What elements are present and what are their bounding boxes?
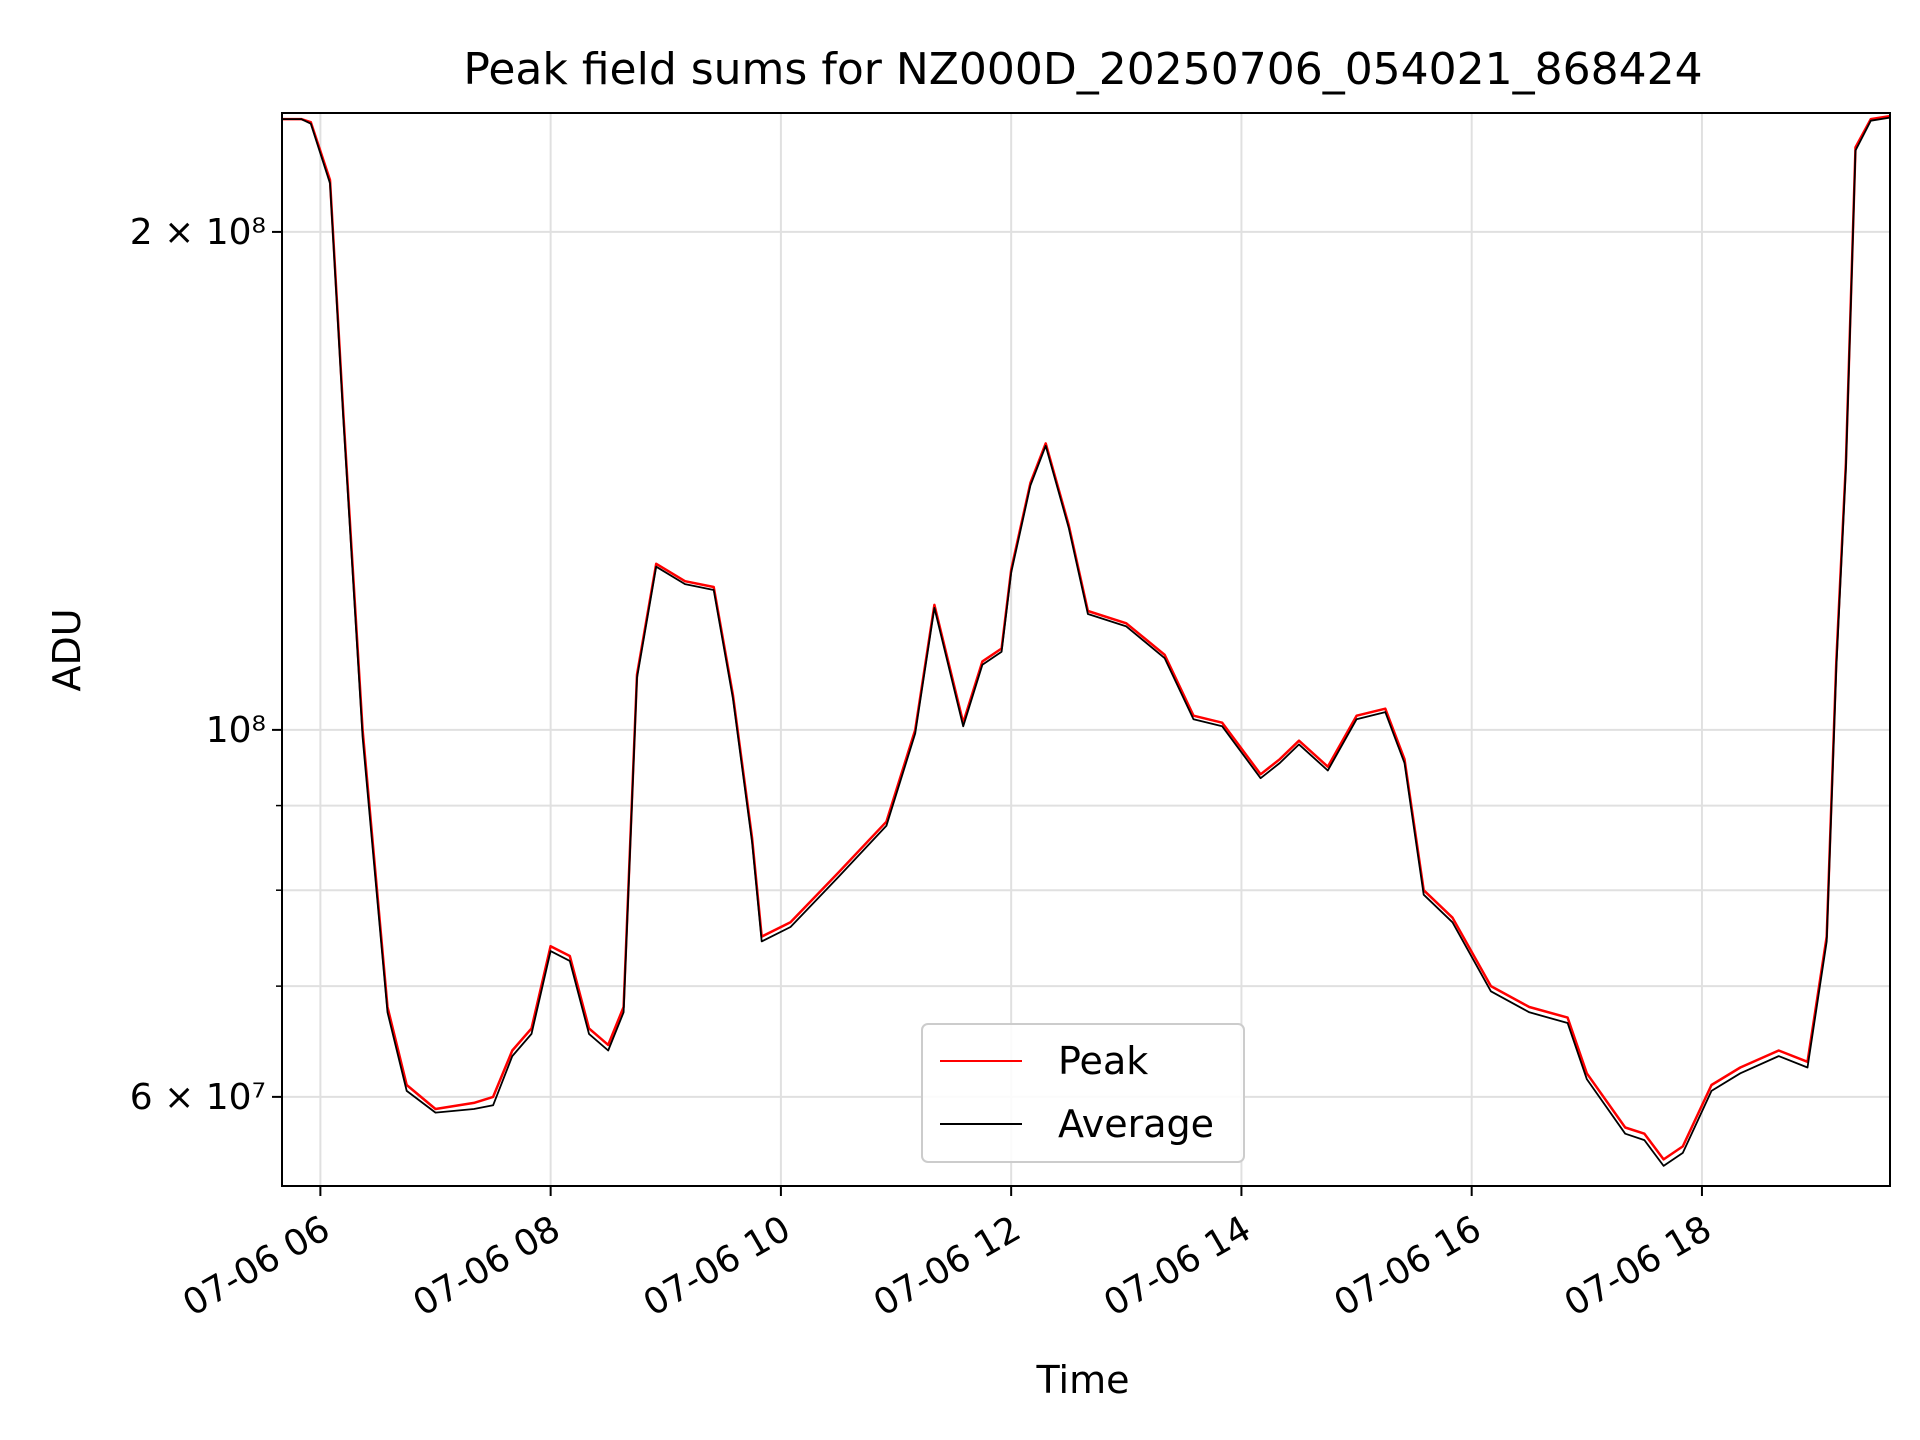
x-tick-label: 07-06 16	[1328, 1208, 1489, 1324]
x-tick-label: 07-06 14	[1097, 1208, 1258, 1324]
legend-box	[921, 1023, 1245, 1163]
y-axis-label: ADU	[45, 608, 89, 691]
series-line-peak	[282, 114, 1891, 1161]
plot-frame	[281, 112, 1891, 1187]
series-lines	[282, 114, 1891, 1167]
chart-title: Peak field sums for NZ000D_20250706_0540…	[463, 44, 1702, 95]
x-tick-label: 07-06 10	[637, 1208, 798, 1324]
y-tick-label: 6 × 10⁷	[130, 1077, 266, 1118]
x-tick-label: 07-06 08	[406, 1208, 567, 1324]
y-tick-label: 2 × 10⁸	[130, 212, 266, 253]
grid-lines	[282, 113, 1890, 1186]
legend-label-average: Average	[1058, 1102, 1214, 1146]
legend: Peak Average	[921, 1023, 1245, 1163]
x-tick-label: 07-06 18	[1558, 1208, 1719, 1324]
x-tick-label: 07-06 06	[176, 1208, 337, 1324]
x-axis-ticks: 07-06 06 07-06 08 07-06 10 07-06 12 07-06 14…	[176, 1186, 1718, 1325]
y-tick-label: 10⁸	[206, 710, 266, 751]
y-axis-ticks: 6 × 10⁷ 10⁸ 2 × 10⁸	[130, 212, 282, 1118]
series-line-average	[282, 116, 1891, 1167]
legend-label-peak: Peak	[1058, 1039, 1148, 1083]
x-axis-label: Time	[1036, 1358, 1130, 1402]
x-tick-label: 07-06 12	[867, 1208, 1028, 1324]
